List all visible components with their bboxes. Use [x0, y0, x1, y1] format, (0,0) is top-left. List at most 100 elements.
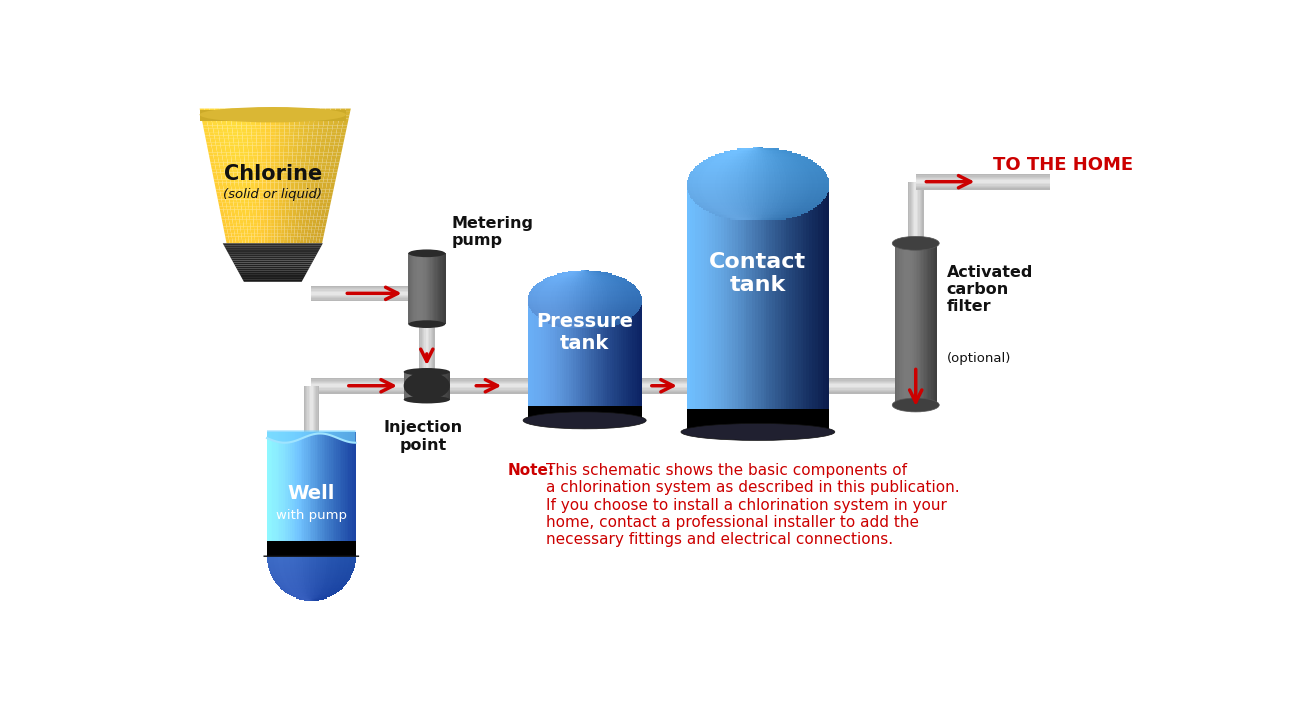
Bar [716, 159, 718, 161]
Bar [717, 200, 719, 202]
Bar [567, 318, 569, 320]
Bar [299, 566, 302, 567]
Polygon shape [329, 149, 334, 152]
Bar [549, 304, 551, 306]
Polygon shape [220, 189, 224, 193]
Bar [292, 590, 295, 591]
Bar [316, 562, 318, 564]
Bar [752, 153, 753, 155]
Bar [558, 307, 560, 308]
Polygon shape [321, 230, 325, 234]
Bar [545, 311, 547, 313]
Bar [312, 562, 314, 563]
Bar [578, 300, 581, 301]
Bar [814, 200, 817, 202]
Bar [729, 156, 730, 158]
Bar [819, 175, 822, 177]
Bar [705, 160, 708, 162]
Bar [741, 175, 744, 177]
Bar [316, 570, 318, 571]
Bar [318, 558, 321, 560]
Bar [620, 291, 622, 293]
Polygon shape [303, 213, 307, 216]
Bar [814, 190, 818, 192]
Bar [312, 300, 409, 301]
Bar [745, 168, 748, 169]
Bar [741, 214, 743, 216]
Bar [730, 211, 732, 213]
Bar [602, 311, 604, 313]
Bar [694, 168, 696, 169]
Polygon shape [327, 199, 331, 203]
Bar [309, 584, 312, 585]
Bar [344, 556, 347, 557]
Bar [303, 582, 304, 583]
Bar [294, 587, 296, 589]
Bar [349, 575, 352, 577]
Polygon shape [278, 236, 281, 240]
Bar [534, 286, 537, 287]
Bar [549, 310, 551, 312]
Polygon shape [256, 203, 260, 206]
Bar [634, 310, 637, 312]
Bar [609, 302, 612, 303]
Bar [744, 189, 747, 190]
Bar [331, 592, 334, 594]
Bar [761, 194, 763, 197]
Bar [336, 567, 339, 569]
Bar [778, 181, 782, 183]
Bar [593, 313, 595, 314]
Bar [603, 286, 606, 287]
Bar [607, 325, 608, 326]
Bar [752, 150, 753, 152]
Bar [534, 303, 537, 305]
Bar [562, 275, 564, 276]
Bar [313, 570, 316, 571]
Bar [547, 277, 550, 278]
Bar [324, 592, 325, 594]
Bar [723, 169, 727, 171]
Bar [291, 556, 294, 557]
Bar [576, 279, 578, 281]
Bar [298, 562, 300, 563]
Bar [324, 574, 326, 575]
Bar [788, 211, 789, 213]
Bar [562, 302, 564, 303]
Bar [723, 199, 727, 201]
Bar [567, 300, 569, 303]
Polygon shape [265, 125, 270, 129]
Bar [309, 578, 312, 580]
Bar [586, 320, 589, 321]
Bar [908, 386, 910, 405]
Bar [554, 290, 556, 292]
Polygon shape [291, 172, 295, 176]
Polygon shape [317, 166, 322, 169]
Bar [594, 318, 597, 319]
Bar [303, 592, 304, 593]
Bar [594, 281, 595, 282]
Polygon shape [237, 169, 242, 172]
Bar [804, 157, 806, 159]
Bar [562, 321, 563, 323]
Bar [769, 218, 770, 220]
Bar [593, 320, 595, 321]
Bar [324, 572, 326, 574]
Bar [710, 190, 713, 192]
Bar [321, 585, 324, 587]
Bar [558, 273, 559, 275]
Polygon shape [287, 183, 291, 186]
Bar [753, 216, 754, 219]
Bar [606, 303, 608, 305]
Bar [712, 212, 714, 214]
Bar [616, 314, 619, 315]
Polygon shape [325, 112, 330, 115]
Bar [318, 582, 321, 584]
Bar [820, 184, 824, 432]
Bar [635, 300, 638, 301]
Bar [747, 205, 749, 206]
Bar [602, 275, 604, 276]
Bar [569, 290, 572, 292]
Bar [729, 209, 731, 211]
Polygon shape [287, 236, 291, 240]
Bar [329, 432, 331, 556]
